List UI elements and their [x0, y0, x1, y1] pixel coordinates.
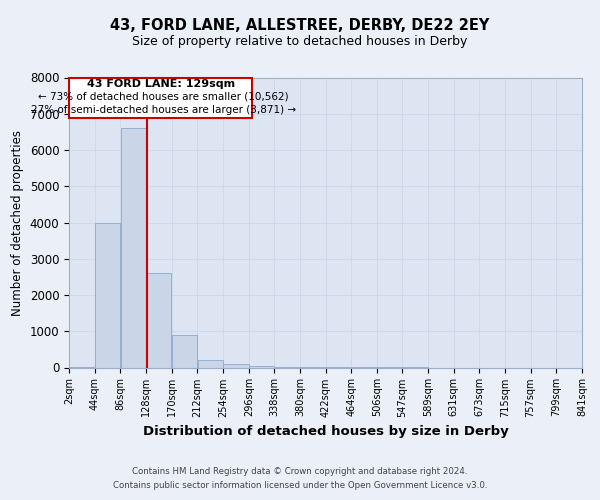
Bar: [121, 128, 146, 368]
Bar: [197, 360, 223, 368]
Y-axis label: Number of detached properties: Number of detached properties: [11, 130, 24, 316]
Text: Contains HM Land Registry data © Crown copyright and database right 2024.: Contains HM Land Registry data © Crown c…: [132, 467, 468, 476]
Text: Contains public sector information licensed under the Open Government Licence v3: Contains public sector information licen…: [113, 481, 487, 490]
Text: 43 FORD LANE: 129sqm: 43 FORD LANE: 129sqm: [86, 79, 235, 89]
Bar: [146, 273, 172, 368]
Bar: [69, 367, 94, 368]
Text: 43, FORD LANE, ALLESTREE, DERBY, DE22 2EY: 43, FORD LANE, ALLESTREE, DERBY, DE22 2E…: [110, 18, 490, 32]
Bar: [249, 366, 274, 368]
Bar: [95, 223, 120, 368]
Text: 27% of semi-detached houses are larger (3,871) →: 27% of semi-detached houses are larger (…: [31, 106, 296, 116]
Bar: [172, 335, 197, 368]
FancyBboxPatch shape: [69, 78, 253, 118]
Bar: [223, 364, 248, 368]
Bar: [275, 367, 300, 368]
Text: ← 73% of detached houses are smaller (10,562): ← 73% of detached houses are smaller (10…: [38, 92, 289, 102]
X-axis label: Distribution of detached houses by size in Derby: Distribution of detached houses by size …: [143, 425, 508, 438]
Text: Size of property relative to detached houses in Derby: Size of property relative to detached ho…: [133, 35, 467, 48]
